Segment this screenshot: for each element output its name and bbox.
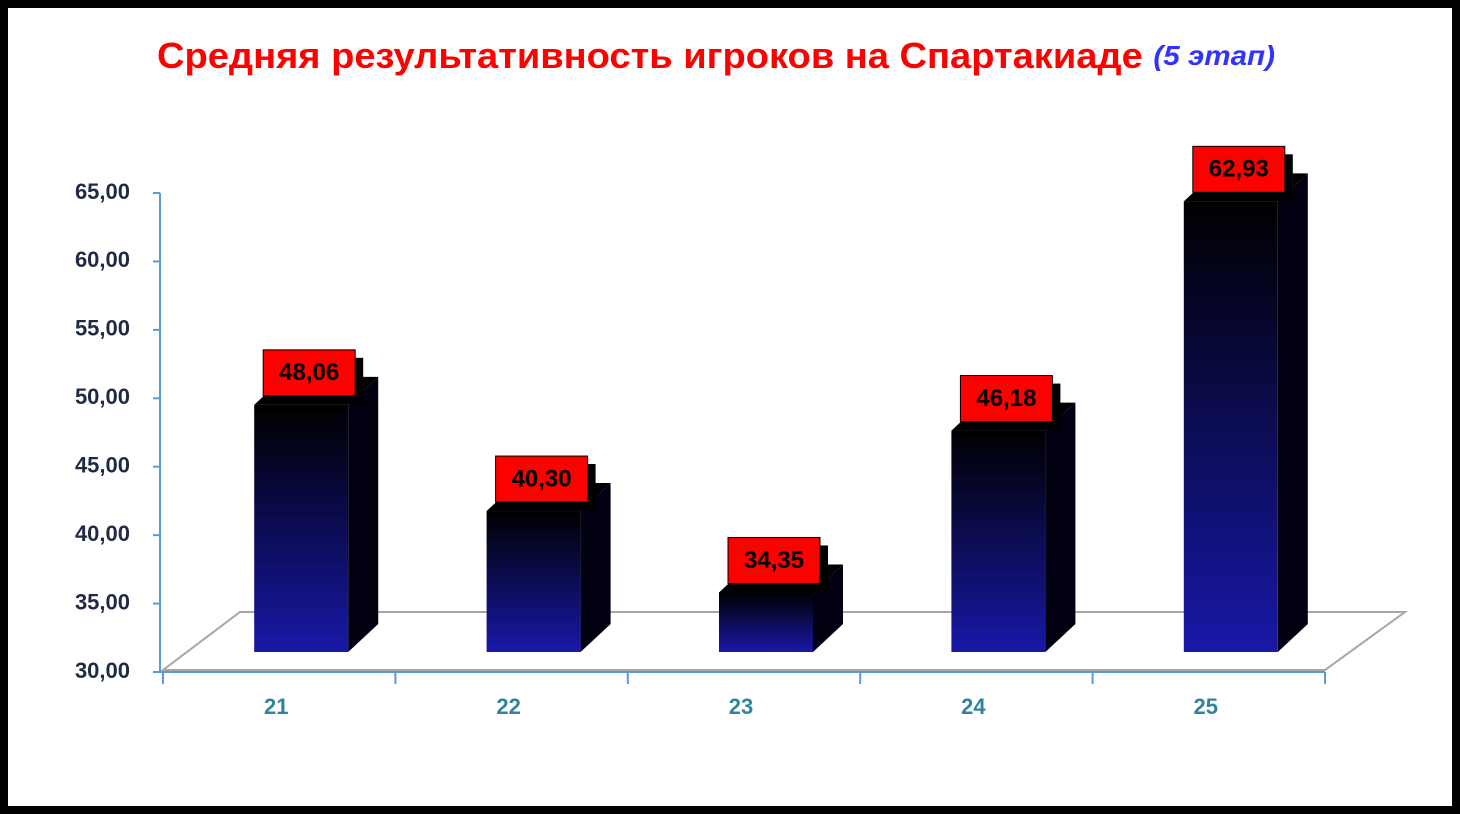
value-label: 62,93 <box>1209 156 1269 183</box>
value-label: 34,35 <box>744 547 804 574</box>
y-tick-label: 45,00 <box>75 453 130 478</box>
chart-subtitle: (5 этап) <box>1153 40 1275 71</box>
bar-face <box>1045 402 1076 652</box>
y-tick-label: 55,00 <box>75 316 130 341</box>
y-tick-label: 65,00 <box>75 179 130 204</box>
x-tick-label: 25 <box>1194 694 1218 719</box>
bar-face <box>951 430 1046 652</box>
chart-title-line: Средняя результативность игроков на Спар… <box>157 35 1275 76</box>
value-label-box <box>959 375 1053 423</box>
bar-face <box>1183 201 1278 653</box>
bar <box>1183 173 1308 653</box>
value-label-box <box>1192 145 1286 193</box>
y-tick-label: 35,00 <box>75 589 130 614</box>
bar-face <box>486 511 581 652</box>
bar-face <box>254 404 349 652</box>
y-tick-label: 40,00 <box>75 521 130 546</box>
bar-face <box>580 483 611 652</box>
value-label-box <box>262 349 356 397</box>
value-label-box <box>495 455 589 503</box>
floor <box>160 611 1409 671</box>
bar <box>254 376 379 652</box>
y-tick-label: 30,00 <box>75 658 130 683</box>
value-label: 48,06 <box>279 359 339 386</box>
value-label: 46,18 <box>976 385 1036 412</box>
value-label-box <box>727 536 821 584</box>
bar-face <box>719 592 813 652</box>
x-tick-label: 23 <box>729 694 753 719</box>
bar <box>951 402 1076 652</box>
x-tick-label: 22 <box>496 694 520 719</box>
y-tick-label: 50,00 <box>75 384 130 409</box>
bar-face <box>1277 173 1308 653</box>
chart-title: Средняя результативность игроков на Спар… <box>157 35 1143 76</box>
y-tick-label: 60,00 <box>75 247 130 272</box>
x-tick-label: 21 <box>264 694 288 719</box>
bar-face <box>348 376 379 652</box>
x-tick-label: 24 <box>961 694 986 719</box>
value-label: 40,30 <box>512 465 572 492</box>
